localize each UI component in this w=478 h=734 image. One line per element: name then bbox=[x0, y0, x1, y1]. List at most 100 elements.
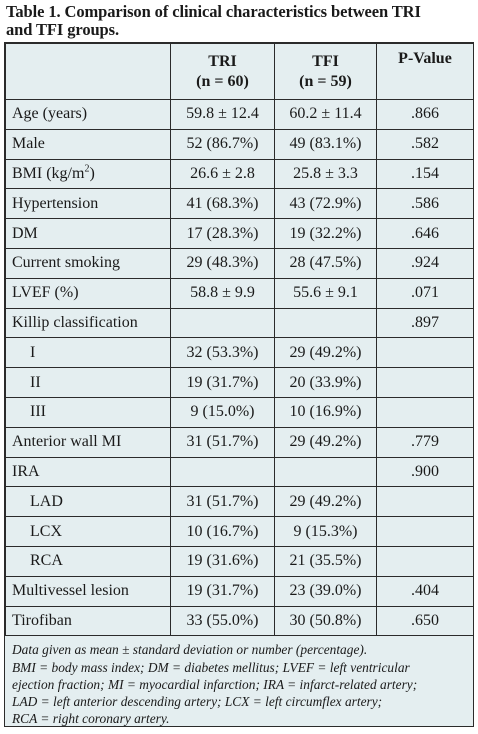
row-label: Age (years) bbox=[5, 99, 171, 130]
tfi-value: 10 (16.9%) bbox=[274, 396, 377, 428]
p-value: .924 bbox=[376, 247, 474, 279]
row-label: Male bbox=[5, 128, 171, 160]
caption-line-2: and TFI groups. bbox=[6, 20, 119, 39]
row-label-text: BMI (kg/m bbox=[12, 164, 85, 182]
footnote-line: LAD = left anterior descending artery; L… bbox=[12, 693, 383, 709]
table-row: Tirofiban 33 (55.0%) 30 (50.8%) .650 bbox=[5, 605, 474, 637]
clinical-characteristics-table: TRI (n = 60) TFI (n = 59) P-Value Age (y… bbox=[4, 42, 474, 727]
tfi-value: 25.8 ± 3.3 bbox=[274, 158, 377, 190]
footnote-line: BMI = body mass index; DM = diabetes mel… bbox=[12, 659, 410, 675]
tfi-value: 49 (83.1%) bbox=[274, 128, 377, 160]
p-value: .866 bbox=[376, 99, 474, 130]
p-value bbox=[376, 367, 474, 398]
tri-value: 31 (51.7%) bbox=[170, 426, 275, 458]
table-row: Male 52 (86.7%) 49 (83.1%) .582 bbox=[5, 128, 474, 160]
table-row: RCA 19 (31.6%) 21 (35.5%) bbox=[5, 545, 474, 577]
tfi-value: 29 (49.2%) bbox=[274, 486, 377, 518]
tri-value: 10 (16.7%) bbox=[170, 516, 275, 547]
table-row: Multivessel lesion 19 (31.7%) 23 (39.0%)… bbox=[5, 575, 474, 607]
row-label: Multivessel lesion bbox=[5, 575, 171, 607]
p-value: .897 bbox=[376, 307, 474, 339]
row-label: LCX bbox=[5, 516, 171, 547]
row-label: LAD bbox=[5, 486, 171, 518]
table-footnote: Data given as mean ± standard deviation … bbox=[5, 636, 473, 727]
table-row: DM 17 (28.3%) 19 (32.2%) .646 bbox=[5, 218, 474, 249]
row-label: Hypertension bbox=[5, 188, 171, 220]
table-row: LCX 10 (16.7%) 9 (15.3%) bbox=[5, 516, 474, 547]
table-row: Current smoking 29 (48.3%) 28 (47.5%) .9… bbox=[5, 247, 474, 279]
p-value bbox=[376, 516, 474, 547]
footnote-line: Data given as mean ± standard deviation … bbox=[12, 642, 368, 658]
p-value: .650 bbox=[376, 605, 474, 637]
tri-value: 29 (48.3%) bbox=[170, 247, 275, 279]
row-label: I bbox=[5, 337, 171, 369]
tfi-value bbox=[274, 456, 377, 488]
row-label: BMI (kg/m2) bbox=[5, 158, 171, 190]
tri-value: 9 (15.0%) bbox=[170, 396, 275, 428]
header-p-value: P-Value bbox=[376, 43, 474, 100]
row-label: RCA bbox=[5, 545, 171, 577]
tri-value bbox=[170, 456, 275, 488]
p-value: .404 bbox=[376, 575, 474, 607]
row-label: Anterior wall MI bbox=[5, 426, 171, 458]
table-row: II 19 (31.7%) 20 (33.9%) bbox=[5, 367, 474, 398]
table-row: BMI (kg/m2) 26.6 ± 2.8 25.8 ± 3.3 .154 bbox=[5, 158, 474, 190]
tri-value: 26.6 ± 2.8 bbox=[170, 158, 275, 190]
caption-line-1: Table 1. Comparison of clinical characte… bbox=[6, 2, 421, 21]
tfi-value: 21 (35.5%) bbox=[274, 545, 377, 577]
p-value: .154 bbox=[376, 158, 474, 190]
header-tfi-name: TFI bbox=[312, 52, 339, 70]
tri-value: 33 (55.0%) bbox=[170, 605, 275, 637]
p-value: .646 bbox=[376, 218, 474, 249]
table-row: I 32 (53.3%) 29 (49.2%) bbox=[5, 337, 474, 369]
table-header-row: TRI (n = 60) TFI (n = 59) P-Value bbox=[5, 43, 474, 100]
tfi-value bbox=[274, 307, 377, 339]
tri-value: 31 (51.7%) bbox=[170, 486, 275, 518]
table-row: Age (years) 59.8 ± 12.4 60.2 ± 11.4 .866 bbox=[5, 99, 474, 130]
tri-value: 19 (31.6%) bbox=[170, 545, 275, 577]
table-row: Hypertension 41 (68.3%) 43 (72.9%) .586 bbox=[5, 188, 474, 220]
tri-value bbox=[170, 307, 275, 339]
tfi-value: 28 (47.5%) bbox=[274, 247, 377, 279]
tri-value: 52 (86.7%) bbox=[170, 128, 275, 160]
tri-value: 58.8 ± 9.9 bbox=[170, 277, 275, 309]
tri-value: 32 (53.3%) bbox=[170, 337, 275, 369]
tri-value: 19 (31.7%) bbox=[170, 367, 275, 398]
p-value: .779 bbox=[376, 426, 474, 458]
tfi-value: 55.6 ± 9.1 bbox=[274, 277, 377, 309]
table-row: IRA .900 bbox=[5, 456, 474, 488]
tfi-value: 19 (32.2%) bbox=[274, 218, 377, 249]
p-value bbox=[376, 337, 474, 369]
table-row: Killip classification .897 bbox=[5, 307, 474, 339]
header-tfi-n: (n = 59) bbox=[299, 72, 352, 90]
tfi-value: 9 (15.3%) bbox=[274, 516, 377, 547]
table-caption: Table 1. Comparison of clinical characte… bbox=[6, 3, 474, 39]
row-label-end: ) bbox=[89, 164, 95, 182]
row-label: II bbox=[5, 367, 171, 398]
p-value: .586 bbox=[376, 188, 474, 220]
header-p-value-text: P-Value bbox=[398, 50, 452, 67]
footnote-line: RCA = right coronary artery. bbox=[12, 711, 170, 727]
tri-value: 17 (28.3%) bbox=[170, 218, 275, 249]
header-tri-name: TRI bbox=[208, 52, 237, 70]
table-row: LVEF (%) 58.8 ± 9.9 55.6 ± 9.1 .071 bbox=[5, 277, 474, 309]
header-tri: TRI (n = 60) bbox=[170, 43, 275, 100]
p-value: .582 bbox=[376, 128, 474, 160]
p-value bbox=[376, 545, 474, 577]
row-label: Current smoking bbox=[5, 247, 171, 279]
tri-value: 19 (31.7%) bbox=[170, 575, 275, 607]
table-row: III 9 (15.0%) 10 (16.9%) bbox=[5, 396, 474, 428]
header-tri-n: (n = 60) bbox=[196, 72, 249, 90]
row-label-superscript: 2 bbox=[84, 163, 90, 175]
p-value: .900 bbox=[376, 456, 474, 488]
row-label: LVEF (%) bbox=[5, 277, 171, 309]
tri-value: 41 (68.3%) bbox=[170, 188, 275, 220]
p-value bbox=[376, 486, 474, 518]
table-row: Anterior wall MI 31 (51.7%) 29 (49.2%) .… bbox=[5, 426, 474, 458]
tfi-value: 30 (50.8%) bbox=[274, 605, 377, 637]
p-value: .071 bbox=[376, 277, 474, 309]
tfi-value: 60.2 ± 11.4 bbox=[274, 99, 377, 130]
footnote-line: ejection fraction; MI = myocardial infar… bbox=[12, 676, 418, 692]
tfi-value: 43 (72.9%) bbox=[274, 188, 377, 220]
row-label: Killip classification bbox=[5, 307, 171, 339]
